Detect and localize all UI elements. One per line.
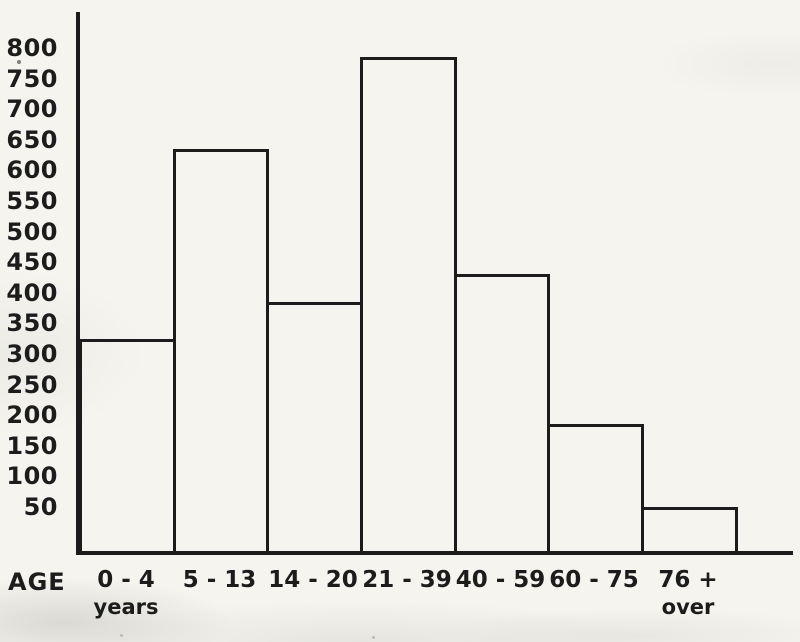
x-category-sublabel: years xyxy=(93,595,159,619)
scan-artifact-dot xyxy=(17,60,21,64)
y-tick-label-400: 400 xyxy=(6,278,58,307)
y-tick-label-200: 200 xyxy=(6,401,58,430)
x-category-label: 60 - 75 xyxy=(549,567,639,593)
x-category-label: 0 - 4 xyxy=(97,567,155,593)
y-tick-label-700: 700 xyxy=(6,95,58,124)
y-tick-label-500: 500 xyxy=(6,217,58,246)
x-axis-line xyxy=(76,551,793,555)
y-tick-label-650: 650 xyxy=(6,125,58,154)
y-tick-label-600: 600 xyxy=(6,156,58,185)
x-category-label: 5 - 13 xyxy=(182,567,257,593)
y-tick-label-100: 100 xyxy=(6,462,58,491)
x-category-label: 40 - 59 xyxy=(455,567,546,593)
y-tick-label-150: 150 xyxy=(6,431,58,460)
bar-60-75 xyxy=(547,424,644,555)
scan-artifact-dot xyxy=(120,634,123,637)
bar-14-20 xyxy=(266,301,363,555)
y-axis-line xyxy=(76,12,80,555)
y-tick-label-250: 250 xyxy=(6,370,58,399)
x-category-label: 14 - 20 xyxy=(268,567,358,593)
y-tick-label-300: 300 xyxy=(6,340,58,368)
bar-0-4 xyxy=(79,338,176,555)
y-tick-label-350: 350 xyxy=(6,309,58,338)
bar-21-39 xyxy=(360,57,457,555)
x-category-label: 21 - 39 xyxy=(362,567,452,593)
y-tick-label-800: 800 xyxy=(6,34,58,62)
x-category-sublabel: over xyxy=(661,595,715,619)
y-tick-label-450: 450 xyxy=(6,248,58,277)
bar-76+ xyxy=(641,507,738,555)
y-tick-label-550: 550 xyxy=(6,187,58,215)
bar-5-13 xyxy=(173,148,269,555)
y-tick-label-50: 50 xyxy=(23,493,58,521)
x-axis-title: AGE xyxy=(8,568,66,596)
bar-40-59 xyxy=(454,274,550,555)
scan-artifact-dot xyxy=(372,636,375,639)
x-category-label: 76 + xyxy=(658,567,718,593)
y-tick-label-750: 750 xyxy=(6,64,58,93)
